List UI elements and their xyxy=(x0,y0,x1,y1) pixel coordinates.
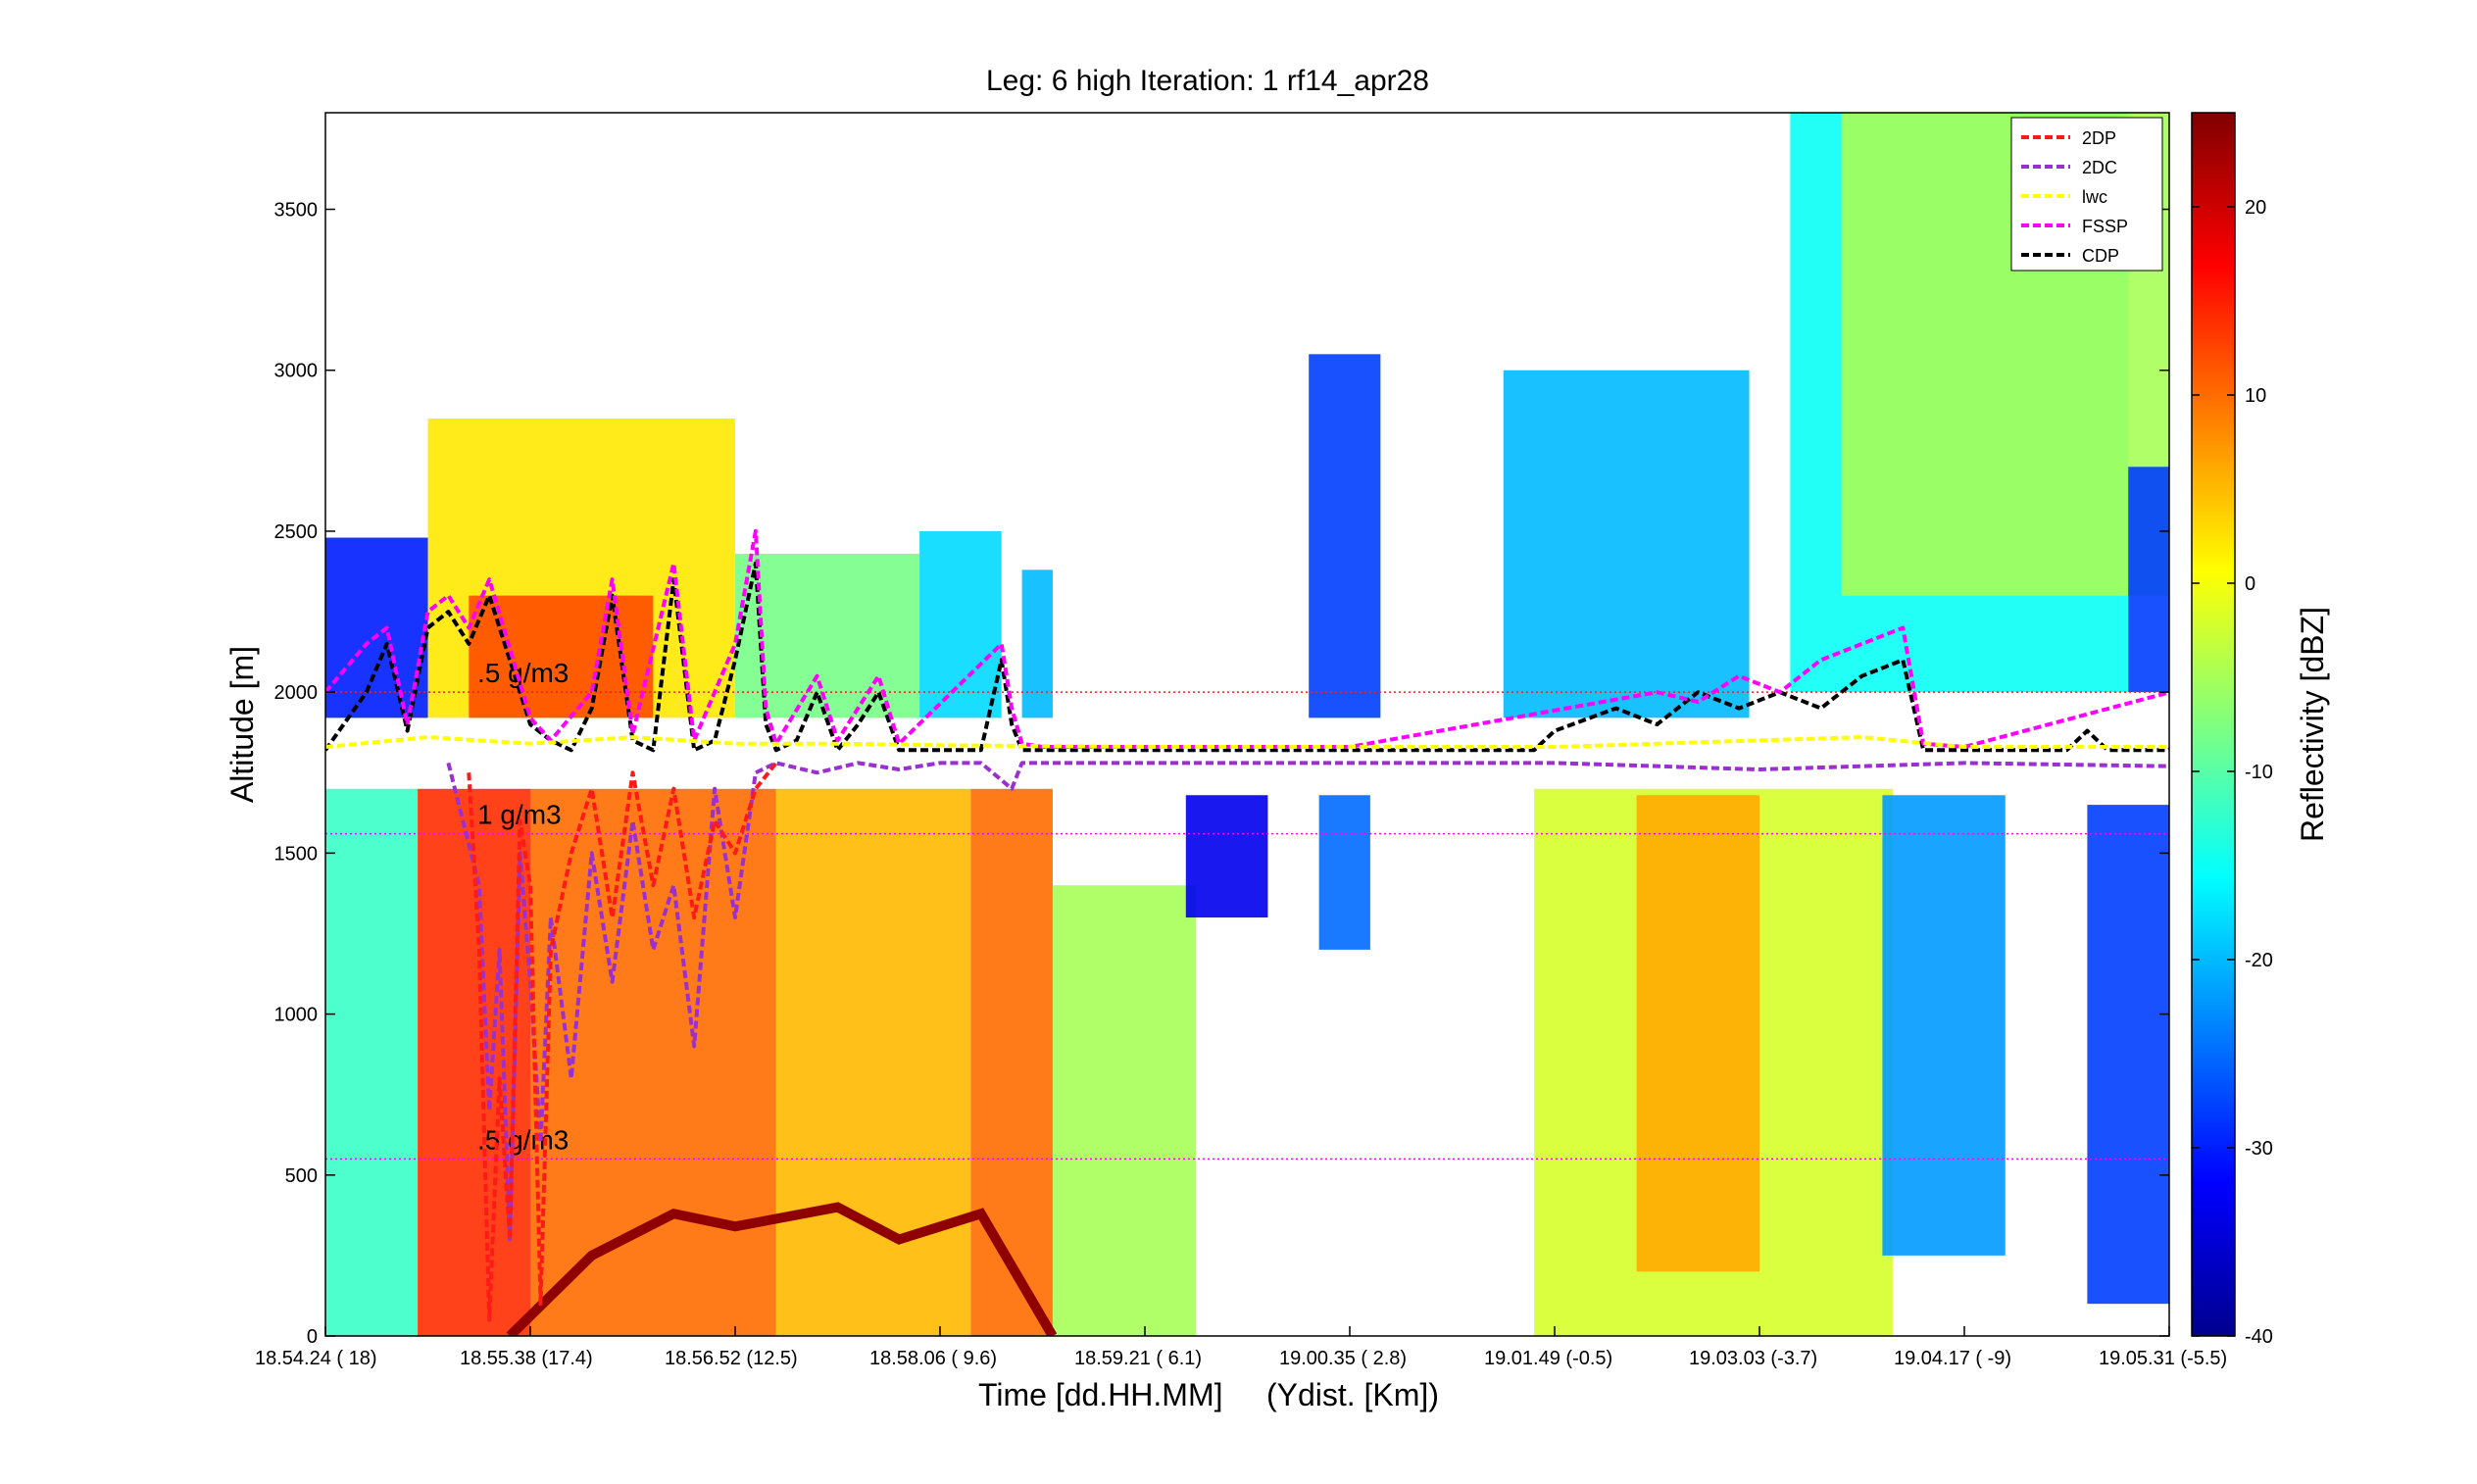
x-tick-label-2: 18.56.52 (12.5) xyxy=(665,1348,798,1369)
y-tick-label-3500: 3500 xyxy=(274,200,319,222)
y-tick-label-2000: 2000 xyxy=(274,682,319,704)
legend-label-2dc: 2DC xyxy=(2082,158,2117,177)
y-tick-label-500: 500 xyxy=(285,1165,318,1187)
reflectivity-cell-7 xyxy=(1318,795,1370,950)
x-tick-label-1: 18.55.38 (17.4) xyxy=(460,1348,593,1369)
reflectivity-cell-3 xyxy=(775,788,971,1336)
y-tick-label-0: 0 xyxy=(307,1326,318,1348)
colorbar: -40 -30 -20 -10 0 10 20 Reflectivity [dBZ] xyxy=(2191,112,2330,1348)
series-line-2dc xyxy=(446,761,2169,1242)
colorbar-tick-label--40: -40 xyxy=(2245,1326,2273,1348)
y-tick-label-1500: 1500 xyxy=(274,843,319,865)
y-axis-label: Altitude [m] xyxy=(224,646,260,803)
legend: 2DP 2DC lwc FSSP CDP xyxy=(2010,117,2163,272)
reflectivity-cell-5 xyxy=(1052,885,1197,1336)
reflectivity-cell-9 xyxy=(1636,795,1759,1272)
reference-label-2: .5 g/m3 xyxy=(477,1124,569,1155)
colorbar-tick-label-20: 20 xyxy=(2245,197,2266,219)
legend-label-2dp: 2DP xyxy=(2082,128,2116,148)
x-tick-label-7: 19.03.03 (-3.7) xyxy=(1689,1348,1817,1369)
colorbar-ramp xyxy=(2191,112,2236,1337)
reflectivity-cell-12 xyxy=(325,537,428,718)
reflectivity-cell-0 xyxy=(325,788,419,1336)
x-tick-label-0: 18.54.24 ( 18) xyxy=(255,1348,377,1369)
x-tick-label-5: 19.00.35 ( 2.8) xyxy=(1279,1348,1407,1369)
x-axis-label: Time [dd.HH.MM] (Ydist. [Km]) xyxy=(978,1377,1439,1412)
reflectivity-cell-10 xyxy=(1882,795,2006,1256)
plot-frame xyxy=(324,112,2170,1337)
reflectivity-cell-19 xyxy=(1503,370,1750,718)
series-line-lwc xyxy=(325,735,2169,749)
reflectivity-cell-4 xyxy=(970,788,1053,1336)
colorbar-label: Reflectivity [dBZ] xyxy=(2295,607,2330,842)
series-line-fssp xyxy=(325,528,2169,749)
reflectivity-cell-18 xyxy=(1309,354,1381,718)
y-tick-label-2500: 2500 xyxy=(274,521,319,543)
x-tick-label-6: 19.01.49 (-0.5) xyxy=(1484,1348,1612,1369)
flight-level-gap xyxy=(325,717,2169,789)
reflectivity-cell-17 xyxy=(1021,569,1053,718)
legend-items: 2DP 2DC lwc FSSP CDP xyxy=(2021,128,2128,266)
surface-echo-band xyxy=(506,1202,1058,1336)
series-line-2dp xyxy=(467,762,778,1322)
series-lines xyxy=(325,528,2169,1322)
colorbar-tick-label--10: -10 xyxy=(2245,762,2273,783)
legend-label-cdp: CDP xyxy=(2082,246,2119,266)
chart-title: Leg: 6 high Iteration: 1 rf14_apr28 xyxy=(986,65,1429,97)
legend-label-fssp: FSSP xyxy=(2082,217,2128,236)
reflectivity-cell-11 xyxy=(2087,805,2169,1305)
x-tick-label-8: 19.04.17 ( -9) xyxy=(1894,1348,2011,1369)
reflectivity-field xyxy=(325,113,2169,1336)
x-tick-label-9: 19.05.31 (-5.5) xyxy=(2099,1348,2227,1369)
reflectivity-cell-16 xyxy=(919,530,1002,718)
series-line-cdp xyxy=(325,561,2169,753)
y-axis: 0 500 1000 1500 2000 2500 3000 3500 xyxy=(274,200,2169,1348)
x-axis: 18.54.24 ( 18) 18.55.38 (17.4) 18.56.52 (1… xyxy=(255,1326,2227,1369)
colorbar-tick-label-0: 0 xyxy=(2245,573,2255,595)
y-tick-label-3000: 3000 xyxy=(274,361,319,382)
reflectivity-cell-6 xyxy=(1185,795,1268,918)
reference-lines: .5 g/m31 g/m3.5 g/m3 xyxy=(325,658,2169,1161)
y-tick-label-1000: 1000 xyxy=(274,1005,319,1026)
colorbar-tick-label--20: -20 xyxy=(2245,950,2273,971)
legend-label-lwc: lwc xyxy=(2082,187,2107,207)
colorbar-tick-label--30: -30 xyxy=(2245,1138,2273,1160)
reflectivity-cell-22 xyxy=(2128,467,2169,693)
x-tick-label-4: 18.59.21 ( 6.1) xyxy=(1074,1348,1202,1369)
colorbar-ticks: -40 -30 -20 -10 0 10 20 xyxy=(2192,197,2273,1348)
colorbar-tick-label-10: 10 xyxy=(2245,385,2266,407)
x-tick-label-3: 18.58.06 ( 9.6) xyxy=(869,1348,997,1369)
reference-label-0: .5 g/m3 xyxy=(477,658,569,688)
